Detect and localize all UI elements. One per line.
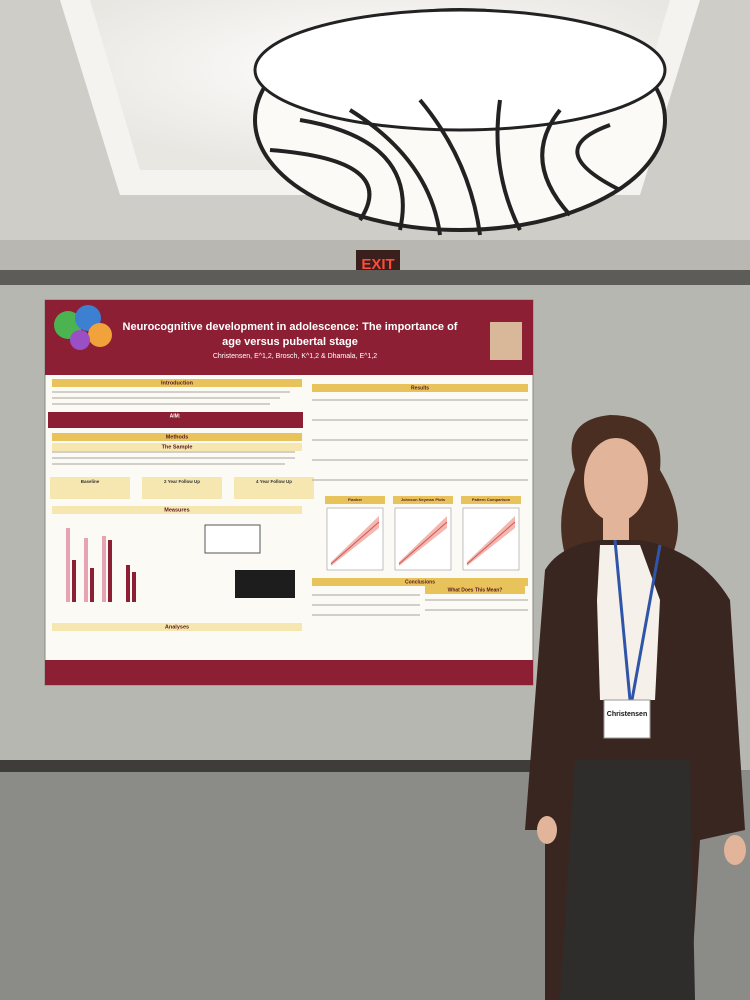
title-line: age versus pubertal stage <box>222 336 358 348</box>
plot-title: Johnson Neyman Plots <box>401 497 446 502</box>
section-header-bar <box>425 586 525 594</box>
light-fixture-top <box>253 8 667 132</box>
name-badge <box>603 699 651 739</box>
section-header-bar <box>52 433 302 441</box>
figure-bar <box>66 528 70 602</box>
section-header: Conclusions <box>405 579 435 585</box>
trousers <box>560 760 695 1000</box>
right-sections: Results Conclusions What Does This Mean? <box>312 384 528 594</box>
poster-body-text <box>52 391 528 616</box>
section-header-bar <box>52 623 302 631</box>
plot-title: Pattern Comparison <box>472 497 511 502</box>
task-image <box>204 524 261 554</box>
hand <box>537 816 557 844</box>
plot-line <box>398 521 448 565</box>
poster-authors: Christensen, E^1,2, Brosch, K^1,2 & Dham… <box>213 353 377 360</box>
brain-logo <box>54 305 112 350</box>
left-sections: Introduction Methods The Sample Measures Ana… <box>52 379 302 631</box>
plot-line <box>466 521 516 565</box>
section-header-bar <box>312 384 528 392</box>
figure-bar <box>72 560 76 602</box>
wave-label: 4 Year Follow Up <box>256 479 292 484</box>
figure-bar <box>102 536 106 602</box>
wave-box <box>234 477 314 499</box>
plot-title: Flanker <box>348 497 363 502</box>
exit-text: EXIT <box>361 256 394 273</box>
sample-waves: Baseline 2 Year Follow Up 4 Year Follow Up <box>50 477 314 499</box>
wave-box <box>50 477 130 499</box>
section-header-bar <box>312 578 528 586</box>
wave-label: Baseline <box>81 479 100 484</box>
wave-label: 2 Year Follow Up <box>164 479 200 484</box>
poster-title: Neurocognitive development in adolescenc… <box>123 321 458 348</box>
section-header: Measures <box>164 507 189 513</box>
section-header-bar <box>52 379 302 387</box>
badge-name: Christensen <box>607 711 647 718</box>
section-header: What Does This Mean? <box>448 587 503 593</box>
lanyard <box>630 544 662 701</box>
face <box>584 438 648 522</box>
section-header: Analyses <box>165 624 189 630</box>
plot-title-bar <box>393 496 453 504</box>
light-fixture-ribs <box>269 98 621 236</box>
figure-bar <box>90 568 94 602</box>
author-photo <box>490 322 522 360</box>
logo-part <box>70 330 90 350</box>
person: Christensen <box>525 415 746 1000</box>
lanyard <box>613 539 632 701</box>
plot-line <box>330 521 380 565</box>
figure-bar <box>84 538 88 602</box>
blouse <box>597 545 660 700</box>
aim-label: AIM: <box>170 413 181 419</box>
poster-footer <box>45 660 533 685</box>
hand <box>724 835 746 865</box>
section-header-bar <box>52 443 302 451</box>
aim-box <box>48 412 303 428</box>
task-image <box>235 570 295 598</box>
plot-title-bar <box>461 496 521 504</box>
plots: Flanker Johnson Neyman Plots Pattern Compa… <box>325 496 521 571</box>
wave-box <box>142 477 222 499</box>
plot-title-bar <box>325 496 385 504</box>
section-header: Results <box>411 385 429 391</box>
logo-part <box>88 323 112 347</box>
board-base <box>0 760 560 772</box>
section-header: Introduction <box>161 380 194 386</box>
title-line: Neurocognitive development in adolescenc… <box>123 321 458 333</box>
section-header-bar <box>52 506 302 514</box>
section-header: Methods <box>166 434 189 440</box>
figure-bar <box>126 565 130 602</box>
poster-header <box>45 300 533 375</box>
section-header: The Sample <box>162 444 193 450</box>
figure-bar <box>108 540 112 602</box>
figure-bar <box>132 572 136 602</box>
bar-figure <box>66 528 136 602</box>
